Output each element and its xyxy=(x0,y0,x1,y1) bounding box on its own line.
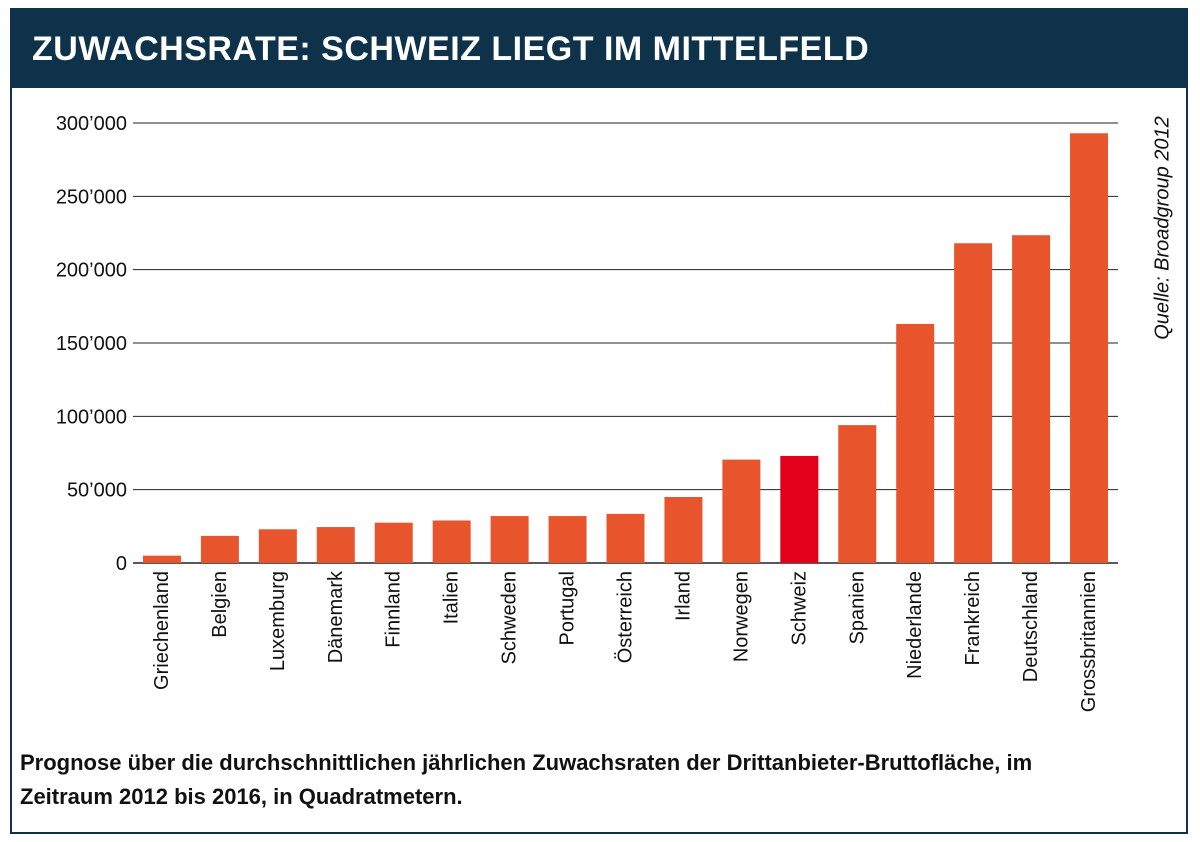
bar-österreich xyxy=(606,513,645,563)
bar-belgien xyxy=(200,535,239,563)
y-tick-label: 250’000 xyxy=(56,186,127,208)
x-tick-label: Frankreich xyxy=(962,571,984,665)
x-tick-label: Österreich xyxy=(615,571,637,663)
y-tick-label: 100’000 xyxy=(56,406,127,428)
x-tick-label: Niederlande xyxy=(904,571,926,679)
y-tick-label: 200’000 xyxy=(56,260,127,282)
header-bar: ZUWACHSRATE: SCHWEIZ LIEGT IM MITTELFELD xyxy=(12,10,1186,88)
y-tick-label: 150’000 xyxy=(56,333,127,355)
source-note: Quelle: Broadgroup 2012 xyxy=(1151,116,1174,340)
x-tick-label: Dänemark xyxy=(325,570,347,663)
x-tick-label: Norwegen xyxy=(730,571,752,662)
chart-caption: Prognose über die durchschnittlichen jäh… xyxy=(20,750,1033,809)
bar-irland xyxy=(664,497,703,563)
x-axis-labels: Griechenland Belgien Luxemburg Dänemark Finn… xyxy=(151,570,1100,712)
y-tick-label: 0 xyxy=(116,553,127,575)
bar-grossbritannien xyxy=(1070,133,1109,563)
bar-dänemark xyxy=(316,527,355,563)
x-tick-label: Belgien xyxy=(209,571,231,638)
bar-luxemburg xyxy=(258,529,297,563)
chart-title: ZUWACHSRATE: SCHWEIZ LIEGT IM MITTELFELD xyxy=(32,30,870,68)
bar-portugal xyxy=(548,516,587,563)
bars xyxy=(142,133,1109,563)
y-tick-label: 300’000 xyxy=(56,113,127,135)
x-tick-label: Portugal xyxy=(557,571,579,646)
bar-spanien xyxy=(838,425,877,563)
bar-griechenland xyxy=(142,555,181,563)
bar-italien xyxy=(432,520,471,563)
grid-lines xyxy=(133,122,1118,564)
x-tick-label: Irland xyxy=(672,571,694,621)
y-axis-ticks: 0 50’000 100’000 150’000 200’000 250’000 300’0… xyxy=(56,113,127,575)
x-tick-label: Spanien xyxy=(846,571,868,644)
y-tick-label: 50’000 xyxy=(67,480,127,502)
bar-finnland xyxy=(374,522,413,563)
bar-norwegen xyxy=(722,459,761,563)
x-tick-label: Finnland xyxy=(383,571,405,648)
bar-frankreich xyxy=(954,243,993,563)
bar-deutschland xyxy=(1012,235,1051,563)
x-tick-label: Schweden xyxy=(499,571,521,664)
x-tick-label: Italien xyxy=(441,571,463,624)
x-tick-label: Schweiz xyxy=(788,571,810,645)
bar-niederlande xyxy=(896,323,935,563)
x-tick-label: Luxemburg xyxy=(267,571,289,671)
x-tick-label: Griechenland xyxy=(151,571,173,690)
x-tick-label: Deutschland xyxy=(1020,571,1042,682)
x-tick-label: Grossbritannien xyxy=(1078,571,1100,712)
bar-schweden xyxy=(490,516,529,563)
bar-schweiz xyxy=(780,455,819,563)
